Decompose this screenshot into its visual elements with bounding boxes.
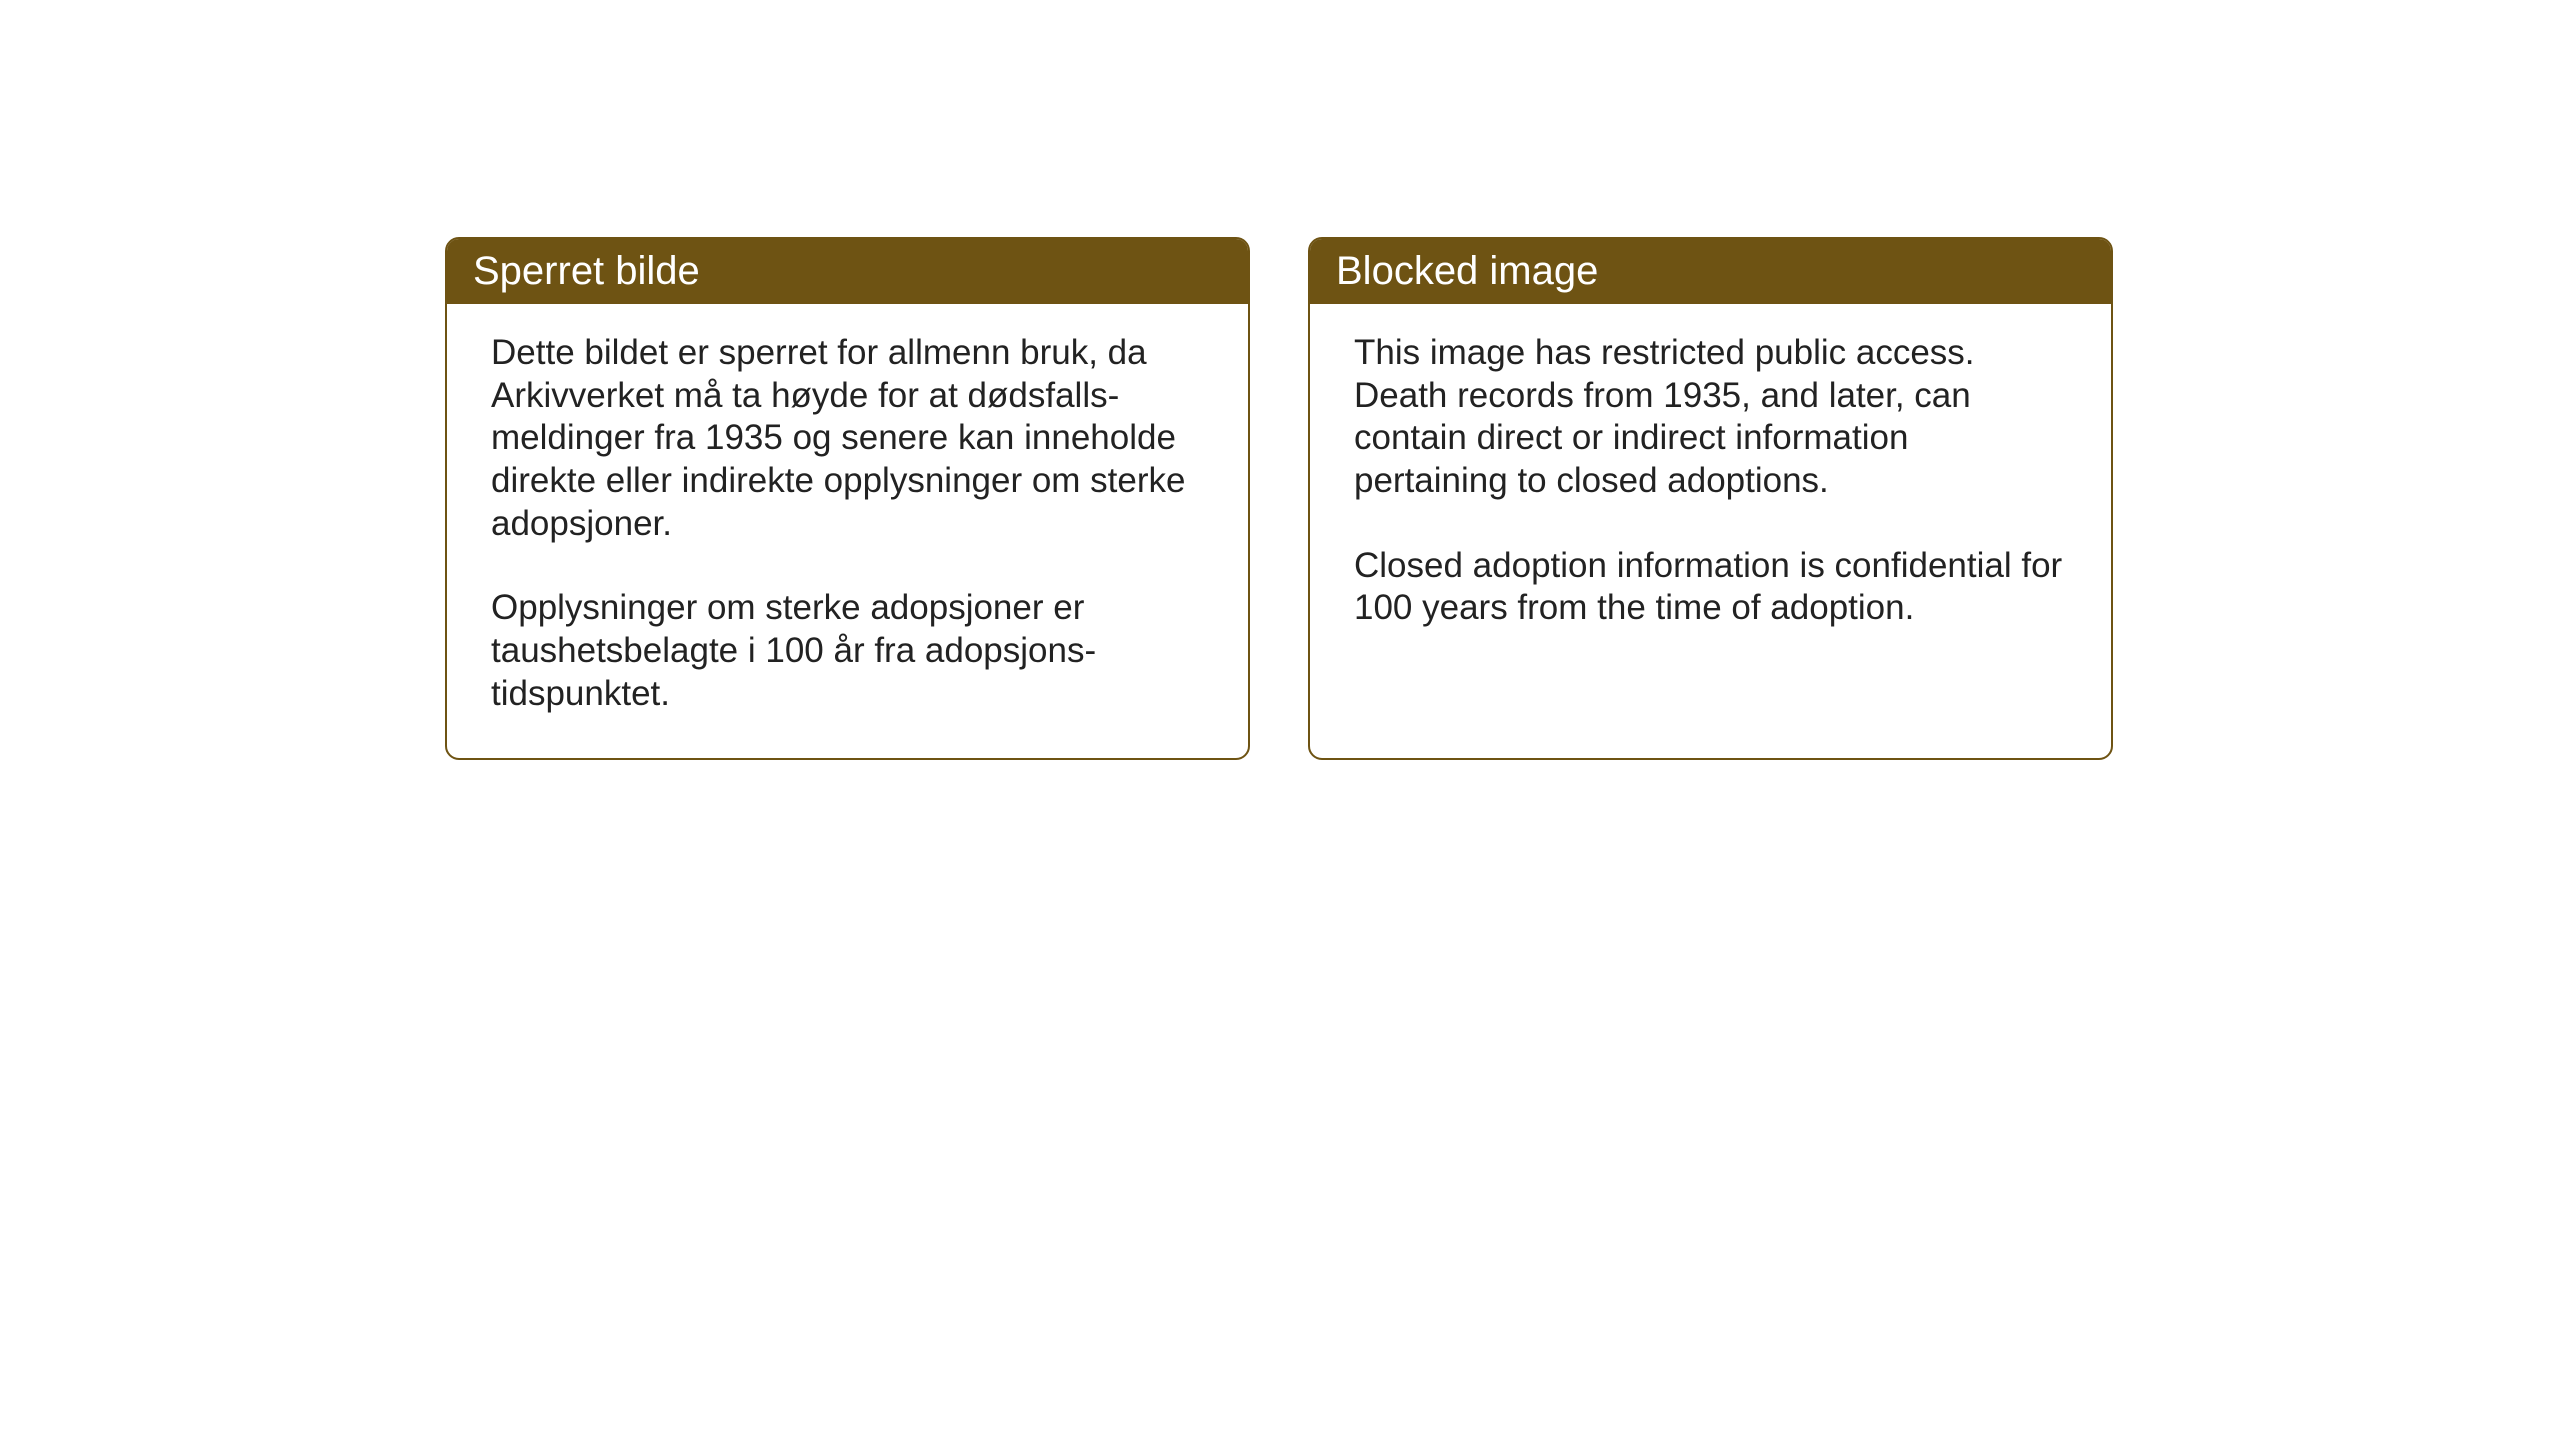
notice-paragraph: Opplysninger om sterke adopsjoner er tau… <box>491 587 1204 715</box>
notice-paragraph: Dette bildet er sperret for allmenn bruk… <box>491 332 1204 545</box>
notice-card-english: Blocked image This image has restricted … <box>1308 237 2113 760</box>
notice-card-norwegian: Sperret bilde Dette bildet er sperret fo… <box>445 237 1250 760</box>
notice-paragraph: Closed adoption information is confident… <box>1354 545 2067 630</box>
card-body-norwegian: Dette bildet er sperret for allmenn bruk… <box>447 304 1248 758</box>
notice-container: Sperret bilde Dette bildet er sperret fo… <box>445 237 2113 760</box>
card-body-english: This image has restricted public access.… <box>1310 304 2111 672</box>
notice-paragraph: This image has restricted public access.… <box>1354 332 2067 503</box>
card-header-english: Blocked image <box>1310 239 2111 304</box>
card-header-norwegian: Sperret bilde <box>447 239 1248 304</box>
